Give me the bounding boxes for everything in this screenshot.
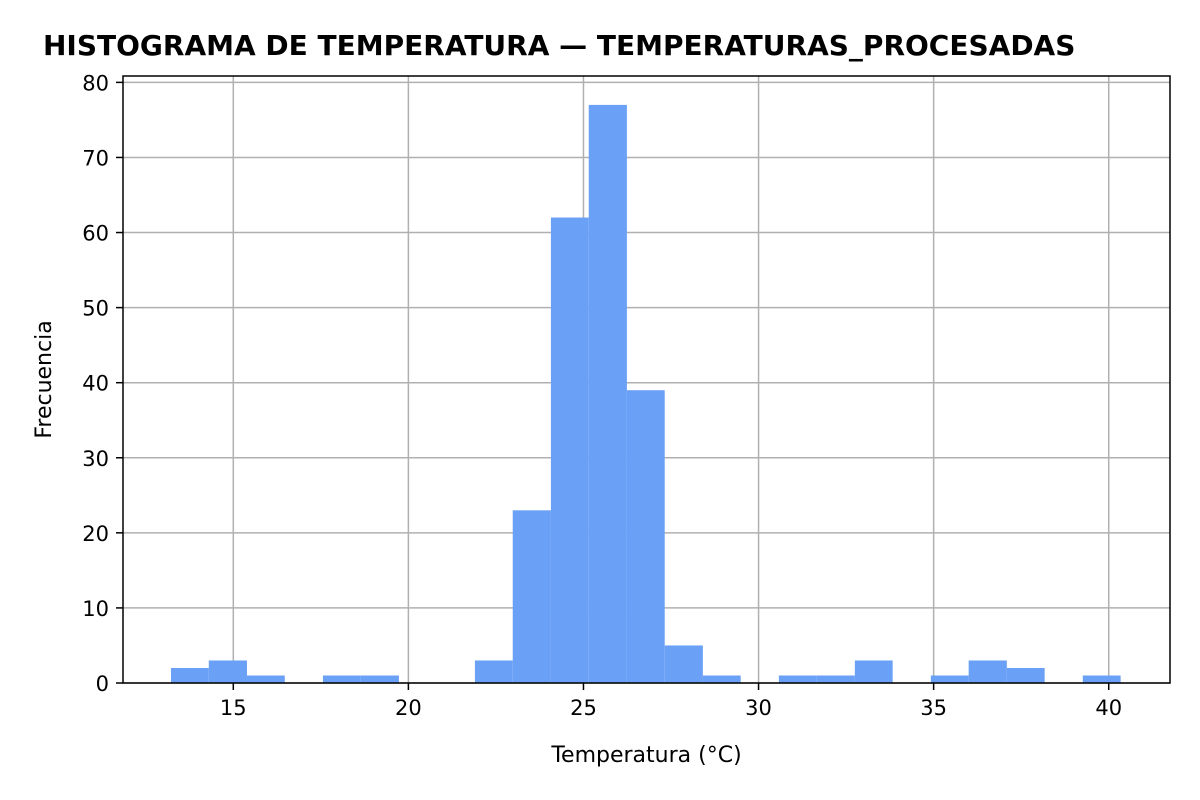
histogram-bar <box>208 660 247 683</box>
y-tick-label: 50 <box>82 297 109 321</box>
x-axis-label: Temperatura (°C) <box>550 743 741 768</box>
x-tick-label: 35 <box>920 696 947 720</box>
plot-frame <box>122 75 1171 684</box>
histogram-bar <box>512 510 551 683</box>
axis-ticks: 15 20 25 30 35 40 0 10 20 30 40 50 60 70 80 <box>82 71 1122 720</box>
x-tick-label: 15 <box>220 696 247 720</box>
x-tick-label: 30 <box>745 696 772 720</box>
histogram-bar <box>588 104 627 683</box>
histogram-bar <box>778 675 817 683</box>
histogram-bar <box>360 675 399 683</box>
histogram-bar <box>550 217 589 683</box>
histogram-bar <box>930 675 969 683</box>
y-tick-label: 30 <box>82 447 109 471</box>
histogram-bar <box>664 645 703 683</box>
chart-title: HISTOGRAMA DE TEMPERATURA — TEMPERATURAS… <box>43 29 1076 62</box>
histogram-bar <box>322 675 361 683</box>
x-tick-label: 25 <box>570 696 597 720</box>
x-tick-label: 20 <box>395 696 422 720</box>
histogram-bar <box>1006 667 1045 683</box>
histogram-bar <box>626 390 665 683</box>
y-tick-label: 60 <box>82 222 109 246</box>
y-tick-label: 40 <box>82 372 109 396</box>
x-tick-label: 40 <box>1095 696 1122 720</box>
histogram-bar <box>816 675 855 683</box>
histogram-bar <box>968 660 1007 683</box>
y-tick-label: 20 <box>82 522 109 546</box>
histogram-bars <box>170 104 1121 683</box>
y-tick-label: 70 <box>82 146 109 170</box>
histogram-bar <box>702 675 741 683</box>
y-tick-label: 10 <box>82 597 109 621</box>
histogram-bar <box>474 660 513 683</box>
histogram-bar <box>170 667 209 683</box>
histogram-bar <box>1082 675 1121 683</box>
y-tick-label: 0 <box>96 672 109 696</box>
histogram-bar <box>246 675 285 683</box>
y-axis-label: Frecuencia <box>32 320 57 438</box>
y-tick-label: 80 <box>82 71 109 95</box>
histogram-bar <box>854 660 893 683</box>
